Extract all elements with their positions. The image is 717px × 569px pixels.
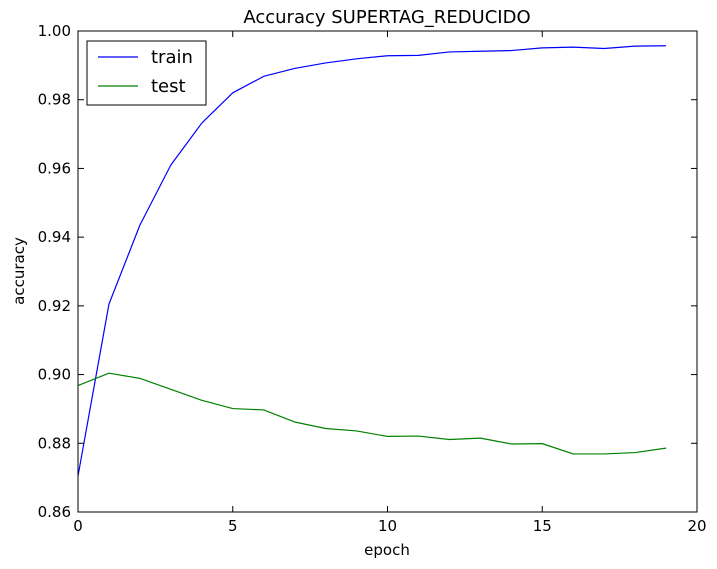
- series-layer: [77, 45, 667, 477]
- x-tick-label: 15: [533, 517, 552, 535]
- y-tick-label: 0.88: [38, 434, 71, 452]
- y-tick-label: 0.92: [38, 297, 71, 315]
- chart-title: Accuracy SUPERTAG_REDUCIDO: [243, 7, 530, 28]
- y-tick-label: 0.94: [38, 228, 71, 246]
- plot-area: 0 5 10 15 20 0.86 0.88 0.90 0.92 0.94 0.96 0.98 1.0…: [38, 22, 707, 535]
- y-axis-label: accuracy: [10, 237, 28, 305]
- x-axis-label: epoch: [364, 541, 410, 559]
- y-tick-label: 1.00: [38, 22, 71, 40]
- y-tick-label: 0.86: [38, 503, 71, 521]
- x-tick-label: 20: [687, 517, 706, 535]
- series-line-train: [77, 45, 667, 477]
- series-line-test: [77, 372, 667, 455]
- x-tick-label: 0: [73, 517, 83, 535]
- legend: train test: [86, 40, 207, 106]
- y-axis-ticks: 0.86 0.88 0.90 0.92 0.94 0.96 0.98 1.00: [38, 22, 697, 521]
- y-tick-label: 0.98: [38, 91, 71, 109]
- legend-box: [86, 40, 207, 106]
- legend-label-train: train: [151, 47, 193, 68]
- y-tick-label: 0.90: [38, 366, 71, 384]
- x-tick-label: 5: [228, 517, 238, 535]
- y-tick-label: 0.96: [38, 159, 71, 177]
- legend-label-test: test: [151, 76, 186, 97]
- x-axis-ticks: 0 5 10 15 20: [73, 31, 707, 535]
- x-tick-label: 10: [378, 517, 397, 535]
